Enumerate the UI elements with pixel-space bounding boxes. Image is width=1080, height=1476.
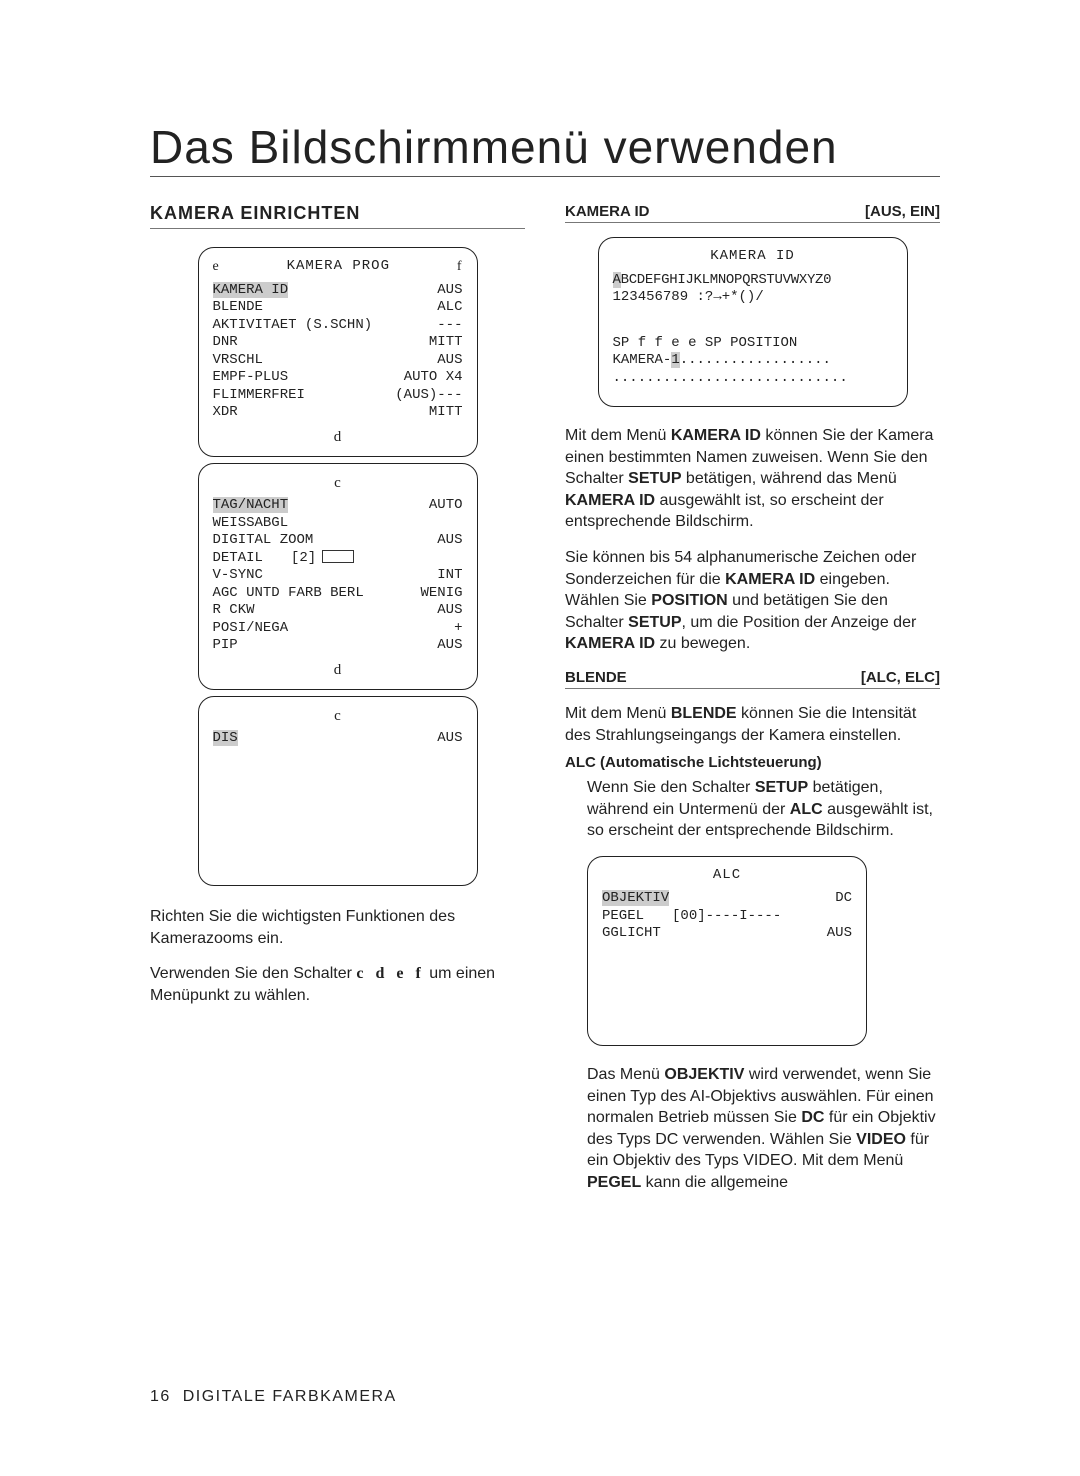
menu-box-2: c TAG/NACHTAUTOWEISSABGLDIGITAL ZOOMAUSD…	[198, 463, 478, 690]
kamera-id-sp-line: SP f f e e SP POSITION	[613, 335, 893, 353]
menu-row: VRSCHLAUS	[213, 352, 463, 370]
left-para-1: Richten Sie die wichtigsten Funktionen d…	[150, 906, 525, 949]
kamera-id-name-line: KAMERA-1..................	[613, 352, 893, 370]
box-title: KAMERA ID	[613, 248, 893, 266]
kamera-id-chars-line1: ABCDEFGHIJKLMNOPQRSTUVWXYZ0	[613, 272, 893, 290]
menu-rows-2: TAG/NACHTAUTOWEISSABGLDIGITAL ZOOMAUSDET…	[213, 497, 463, 655]
menu-row: PEGEL[00]----I----	[602, 908, 852, 926]
menu-row: KAMERA IDAUS	[213, 282, 463, 300]
menu-row: R CKWAUS	[213, 602, 463, 620]
menu-row: TAG/NACHTAUTO	[213, 497, 463, 515]
nav-down-icon: d	[213, 428, 463, 447]
menu-row: PIPAUS	[213, 637, 463, 655]
box-title: ALC	[602, 867, 852, 885]
nav-down-icon: d	[213, 661, 463, 680]
menu-row: DISAUS	[213, 730, 463, 748]
box-title: KAMERA PROG	[287, 258, 390, 276]
menu-row: DNRMITT	[213, 334, 463, 352]
left-para-2: Verwenden Sie den Schalter c d e f um ei…	[150, 963, 525, 1006]
kamera-id-para-1: Mit dem Menü KAMERA ID können Sie der Ka…	[565, 425, 940, 533]
heading-kamera-id: KAMERA ID [AUS, EIN]	[565, 203, 940, 223]
menu-row: AKTIVITAET (S.SCHN)---	[213, 317, 463, 335]
menu-row: GGLICHTAUS	[602, 925, 852, 943]
heading-blende: BLENDE [ALC, ELC]	[565, 669, 940, 689]
menu-row: OBJEKTIVDC	[602, 890, 852, 908]
menu-rows-alc: OBJEKTIVDCPEGEL[00]----I----GGLICHTAUS	[602, 890, 852, 943]
nav-up-icon: c	[213, 474, 463, 493]
kamera-id-dots-line: ............................	[613, 370, 893, 388]
right-column: KAMERA ID [AUS, EIN] KAMERA ID ABCDEFGHI…	[565, 203, 940, 1193]
menu-row: XDRMITT	[213, 404, 463, 422]
menu-row: POSI/NEGA+	[213, 620, 463, 638]
menu-box-kamera-prog: e KAMERA PROG f KAMERA IDAUSBLENDEALCAKT…	[198, 247, 478, 457]
menu-rows-1: KAMERA IDAUSBLENDEALCAKTIVITAET (S.SCHN)…	[213, 282, 463, 422]
nav-right-icon: f	[457, 258, 463, 276]
nav-up-icon: c	[213, 707, 463, 726]
objektiv-para: Das Menü OBJEKTIV wird verwendet, wenn S…	[587, 1064, 940, 1194]
section-heading-kamera-einrichten: KAMERA EINRICHTEN	[150, 203, 525, 229]
page-title: Das Bildschirmmenü verwenden	[150, 120, 940, 177]
blende-para-1: Mit dem Menü BLENDE können Sie die Inten…	[565, 703, 940, 746]
kamera-id-para-2: Sie können bis 54 alphanumerische Zeiche…	[565, 547, 940, 655]
kamera-id-chars-line2: 123456789 :?→+*()/	[613, 289, 893, 307]
menu-row: BLENDEALC	[213, 299, 463, 317]
menu-row: AGC UNTD FARB BERLWENIG	[213, 585, 463, 603]
switch-letters: c d e f	[356, 965, 424, 982]
alc-para-1: Wenn Sie den Schalter SETUP betätigen, w…	[587, 777, 940, 842]
menu-row: WEISSABGL	[213, 515, 463, 533]
menu-row: EMPF-PLUSAUTO X4	[213, 369, 463, 387]
menu-box-kamera-id: KAMERA ID ABCDEFGHIJKLMNOPQRSTUVWXYZ0 12…	[598, 237, 908, 407]
menu-row: DIGITAL ZOOMAUS	[213, 532, 463, 550]
menu-rows-3: DISAUS	[213, 730, 463, 748]
menu-box-3: c DISAUS	[198, 696, 478, 886]
left-column: KAMERA EINRICHTEN e KAMERA PROG f KAMERA…	[150, 203, 525, 1193]
menu-box-alc: ALC OBJEKTIVDCPEGEL[00]----I----GGLICHTA…	[587, 856, 867, 1046]
sub-heading-alc: ALC (Automatische Lichtsteuerung)	[565, 754, 940, 771]
page-footer: 16 DIGITALE FARBKAMERA	[150, 1388, 397, 1406]
nav-left-icon: e	[213, 258, 220, 276]
menu-row: FLIMMERFREI(AUS)---	[213, 387, 463, 405]
menu-row: DETAIL[2]	[213, 550, 463, 568]
menu-row: V-SYNCINT	[213, 567, 463, 585]
